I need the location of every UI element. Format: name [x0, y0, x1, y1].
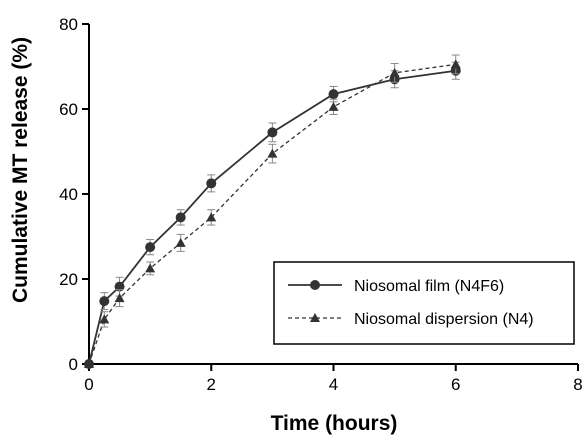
legend-marker	[310, 313, 320, 322]
x-axis-title: Time (hours)	[271, 412, 398, 435]
data-point	[389, 67, 400, 77]
data-point	[99, 296, 110, 307]
data-point	[206, 178, 217, 189]
x-tick-label: 0	[84, 375, 93, 394]
y-tick-label: 40	[59, 185, 78, 204]
x-tick-label: 4	[329, 375, 338, 394]
data-point	[267, 127, 278, 138]
y-tick-label: 80	[59, 15, 78, 34]
legend-label: Niosomal dispersion (N4)	[354, 311, 534, 328]
data-point	[145, 242, 156, 253]
data-point	[328, 101, 339, 111]
legend: Niosomal film (N4F6) Niosomal dispersion …	[273, 261, 575, 345]
data-point	[145, 263, 156, 273]
y-tick-label: 20	[59, 270, 78, 289]
data-point	[175, 237, 186, 247]
legend-marker	[310, 280, 320, 290]
data-point	[175, 212, 186, 223]
data-point	[450, 59, 461, 69]
data-point	[114, 293, 125, 303]
y-axis-title: Cumulative MT release (%)	[9, 37, 32, 303]
y-tick-label: 0	[69, 355, 78, 374]
legend-box	[273, 261, 575, 345]
series-1	[84, 61, 461, 369]
data-point	[206, 212, 217, 222]
series-2	[84, 54, 461, 368]
series-line	[88, 69, 456, 365]
y-tick-label: 60	[59, 100, 78, 119]
data-point	[267, 148, 278, 158]
axes: 0 20 40 60 80 0 2 4 6 8	[59, 15, 583, 394]
series-layer	[84, 54, 461, 369]
data-point	[99, 314, 110, 324]
x-tick-label: 2	[207, 375, 216, 394]
x-tick-label: 6	[451, 375, 460, 394]
legend-label: Niosomal film (N4F6)	[354, 278, 504, 295]
data-point	[84, 359, 94, 368]
series-line	[88, 63, 456, 365]
x-tick-label: 8	[573, 375, 582, 394]
data-point	[328, 89, 339, 100]
